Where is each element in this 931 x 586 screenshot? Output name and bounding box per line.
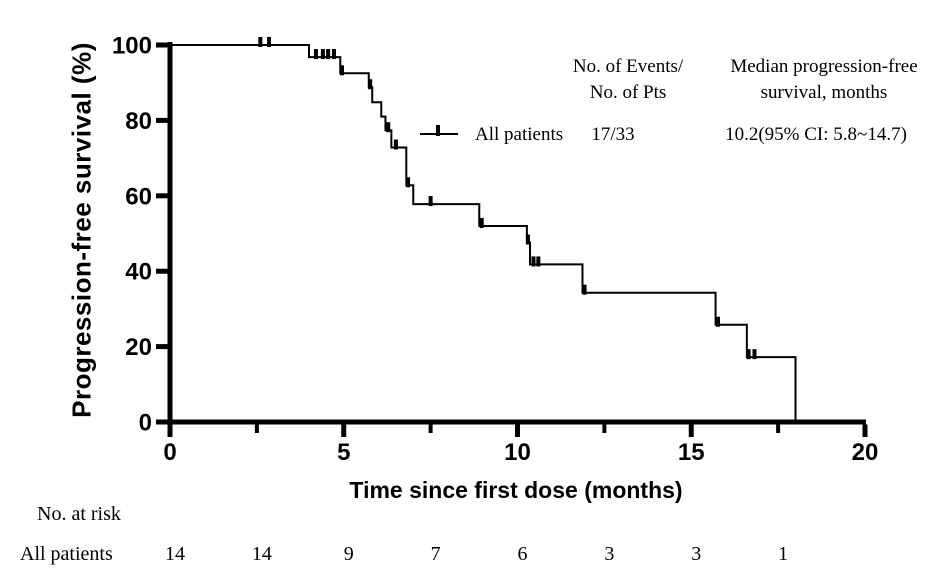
legend-marker bbox=[420, 125, 458, 136]
km-step-path bbox=[170, 44, 797, 422]
y-tick-label: 100 bbox=[112, 33, 152, 60]
x-axis-title: Time since first dose (months) bbox=[349, 477, 683, 503]
at-risk-count: 14 bbox=[251, 543, 272, 565]
legend-median-value: 10.2(95% CI: 5.8~14.7) bbox=[725, 124, 907, 145]
at-risk-count: 7 bbox=[430, 543, 441, 565]
at-risk-count: 3 bbox=[691, 543, 702, 565]
y-tick-label: 60 bbox=[125, 183, 152, 210]
y-tick-label: 80 bbox=[125, 108, 152, 135]
legend-header-median-line1: Median progression-free bbox=[730, 56, 918, 77]
km-curve bbox=[170, 37, 797, 422]
axis-tick-labels: 0 20 40 60 80 100 0 5 10 15 20 bbox=[112, 33, 878, 467]
legend-events-value: 17/33 bbox=[591, 124, 635, 145]
y-tick-label: 20 bbox=[125, 334, 152, 361]
axes bbox=[156, 42, 868, 437]
x-tick-label: 0 bbox=[163, 439, 176, 466]
at-risk-count: 1 bbox=[778, 543, 789, 565]
x-tick-label: 15 bbox=[678, 439, 705, 466]
legend-header-events: No. of Events/ No. of Pts bbox=[573, 54, 683, 106]
y-tick-label: 40 bbox=[125, 259, 152, 286]
y-tick-label: 0 bbox=[139, 410, 152, 437]
x-tick-label: 5 bbox=[337, 439, 350, 466]
at-risk-count: 3 bbox=[604, 543, 615, 565]
at-risk-count: 9 bbox=[343, 543, 354, 565]
legend-header-events-line2: No. of Pts bbox=[589, 82, 667, 103]
legend-series-label: All patients bbox=[475, 124, 564, 145]
x-tick-label: 10 bbox=[504, 439, 531, 466]
x-tick-label: 20 bbox=[852, 439, 879, 466]
y-axis-title: Progression-free survival (%) bbox=[66, 42, 97, 418]
at-risk-count: 6 bbox=[517, 543, 528, 565]
at-risk-count: 14 bbox=[165, 543, 185, 565]
at-risk-row-label: All patients bbox=[20, 543, 113, 565]
at-risk-header: No. at risk bbox=[37, 503, 121, 525]
legend-header-median-line2: survival, months bbox=[760, 82, 888, 103]
legend-header-median: Median progression-free survival, months bbox=[730, 54, 917, 106]
legend-header-events-line1: No. of Events/ bbox=[572, 56, 684, 77]
